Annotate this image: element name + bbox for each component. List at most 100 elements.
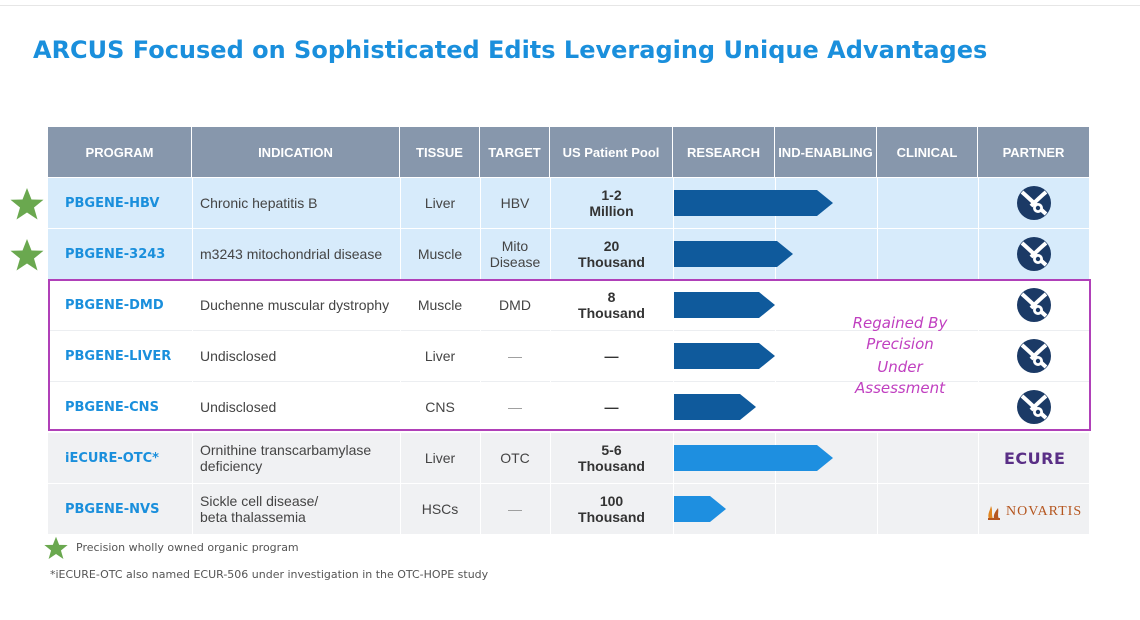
regained-programs-outline [48,279,1091,431]
precision-logo-icon [1017,390,1051,424]
target: — [508,399,522,415]
program-name: PBGENE-LIVER [65,348,172,364]
precision-logo-icon [1017,288,1051,322]
annotation-line: Assessment [855,379,945,397]
column-divider [192,178,193,534]
table-row [48,484,1089,534]
indication: Chronic hepatitis B [200,195,318,211]
star-icon [44,536,68,559]
indication-line1: Ornithine transcarbamylase [200,442,372,458]
row-divider [48,330,1089,331]
patient-pool-unit: Thousand [578,254,645,270]
tissue: Muscle [417,246,463,262]
header-target: TARGET [480,127,550,177]
tissue: Liver [424,348,456,364]
indication-line2: deficiency [200,458,263,474]
row-divider [48,381,1089,382]
regained-annotation: Regained By Precision [830,313,970,355]
program-name: PBGENE-NVS [65,501,160,517]
target: Mito Disease [480,229,550,279]
tissue: CNS [425,399,455,415]
patient-pool-value: — [604,399,619,415]
stage-progress-bar [674,394,756,420]
header-clinical: CLINICAL [877,127,978,177]
stage-progress-bar [674,496,726,522]
tissue: Liver [424,195,456,211]
indication: Undisclosed [200,399,277,415]
header-program: PROGRAM [48,127,192,177]
ecure-logo: ECURE [1004,449,1066,468]
footnote: *iECURE-OTC also named ECUR-506 under in… [50,568,489,581]
novartis-logo: NOVARTIS [986,503,1082,521]
indication: Undisclosed [200,348,277,364]
column-divider [400,178,401,534]
patient-pool-value: 20 [603,238,620,254]
annotation-line: Precision [866,335,934,353]
target: — [508,501,522,517]
indication-line1: Sickle cell disease/ [200,493,319,509]
column-divider [673,178,674,534]
patient-pool-unit: Thousand [578,458,645,474]
star-icon [10,239,44,271]
star-icon [10,188,44,220]
patient-pool-value: 100 [599,493,624,509]
novartis-wordmark: NOVARTIS [1006,504,1083,519]
tissue: HSCs [421,501,459,517]
target-line2: Disease [489,254,541,270]
patient-pool: 8 Thousand [550,280,673,330]
target: OTC [500,450,530,466]
patient-pool-unit: Million [589,203,634,219]
row-divider [48,483,1089,484]
program-name: PBGENE-DMD [65,297,164,313]
stage-progress-bar [674,190,833,216]
patient-pool-unit: Thousand [578,509,645,525]
program-name: iECURE-OTC* [65,450,159,466]
precision-logo-icon [1017,186,1051,220]
target: HBV [500,195,530,211]
precision-logo-icon [1017,339,1051,373]
header-us-patient-pool: US Patient Pool [550,127,673,177]
column-divider [877,178,878,534]
header-partner: PARTNER [978,127,1089,177]
novartis-flame-icon [988,506,1000,520]
patient-pool: 5-6 Thousand [550,433,673,483]
column-divider [550,178,551,534]
patient-pool: 100 Thousand [550,484,673,534]
indication: Sickle cell disease/beta thalassemia [192,484,400,534]
tissue: Liver [424,450,456,466]
annotation-line: Under [877,358,923,376]
patient-pool-value: 8 [607,289,616,305]
column-divider [978,178,979,534]
tissue: Muscle [417,297,463,313]
program-name: PBGENE-3243 [65,246,166,262]
target: — [508,348,522,364]
patient-pool-value: 1-2 [601,187,622,203]
table-row [48,382,1089,432]
assessment-annotation: Under Assessment [830,357,970,399]
header-ind-enabling: IND-ENABLING [775,127,877,177]
stage-progress-bar [674,445,833,471]
table-row [48,280,1089,330]
indication-line2: beta thalassemia [200,509,306,525]
indication: Ornithine transcarbamylase deficiency [192,433,400,483]
annotation-line: Regained By [852,314,948,332]
page-title: ARCUS Focused on Sophisticated Edits Lev… [33,36,988,64]
patient-pool: 1-2 Million [550,178,673,228]
precision-logo-icon [1017,237,1051,271]
patient-pool-value: 5-6 [601,442,622,458]
column-divider [480,178,481,534]
header-tissue: TISSUE [400,127,480,177]
header-indication: INDICATION [192,127,400,177]
indication: Duchenne muscular dystrophy [200,297,390,313]
program-name: PBGENE-CNS [65,399,159,415]
patient-pool-unit: Thousand [578,305,645,321]
patient-pool-value: — [604,348,619,364]
table-row [48,229,1089,279]
table-row [48,331,1089,381]
stage-progress-bar [674,292,775,318]
patient-pool: 20 Thousand [550,229,673,279]
table-row [48,433,1089,483]
target: DMD [499,297,531,313]
stage-progress-bar [674,343,775,369]
indication: m3243 mitochondrial disease [200,246,383,262]
